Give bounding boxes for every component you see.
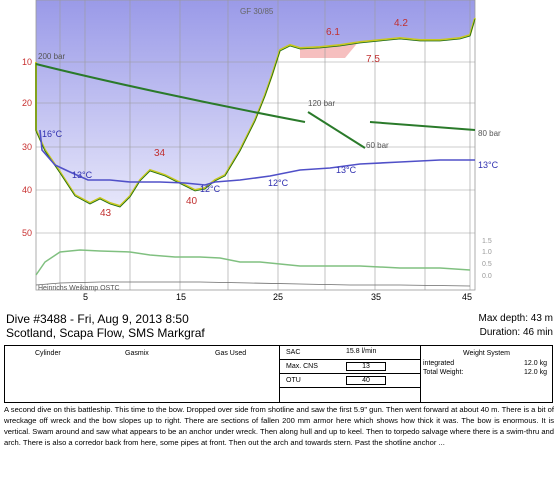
dive-info-box: Cylinder Gasmix Gas Used SAC 15.8 l/min … (4, 345, 553, 403)
time-tick: 35 (371, 292, 381, 302)
sac-label: SAC (286, 349, 301, 356)
weight-integrated-value: 12.0 kg (524, 360, 547, 367)
dive-location: Scotland, Scapa Flow, SMS Markgraf (6, 326, 205, 340)
pressure-label: 80 bar (478, 129, 501, 138)
depth-tick: 10 (22, 57, 32, 67)
weight-integrated-label: integrated (423, 360, 455, 367)
temp-label: 12°C (268, 178, 289, 188)
temp-label: 13°C (72, 170, 93, 180)
tank-pressure-lines (35, 63, 476, 149)
ppo2-tick: 1.0 (482, 249, 492, 256)
sac-value: 15.8 l/min (346, 348, 377, 355)
time-axis: 5 15 25 35 45 (83, 292, 472, 302)
depth-axis: 10 20 30 40 50 (22, 57, 32, 238)
depth-label: 34 (154, 148, 166, 159)
weight-total-row: Total Weight: 12.0 kg (423, 369, 547, 376)
depth-profile-line (35, 17, 476, 208)
depth-profile-shadow (35, 18, 476, 208)
cylinder-header: Cylinder (35, 350, 61, 357)
temp-label: 12°C (200, 184, 221, 194)
weight-integrated-row: integrated 12.0 kg (423, 360, 547, 367)
gasmix-header: Gasmix (125, 350, 149, 357)
dive-title: Dive #3488 - Fri, Aug 9, 2013 8:50 (6, 312, 189, 326)
ppo2-tick: 0.5 (482, 261, 492, 268)
temp-label: 13°C (336, 165, 357, 175)
depth-label: 40 (186, 196, 198, 207)
depth-tick: 20 (22, 98, 32, 108)
depth-label: 6.1 (326, 27, 340, 38)
time-tick: 25 (273, 292, 283, 302)
otu-value: 40 (346, 376, 386, 385)
ppo2-tick: 0.0 (482, 273, 492, 280)
device-credit: Heinrichs Weikamp OSTC (38, 285, 120, 292)
weight-system-title: Weight System (463, 350, 510, 357)
depth-label: 7.5 (366, 54, 380, 65)
gas-used-header: Gas Used (215, 350, 247, 357)
stats-box: SAC 15.8 l/min Max. CNS 13 OTU 40 (279, 346, 421, 402)
sac-row: SAC 15.8 l/min (280, 346, 420, 360)
depth-label: 43 (100, 208, 112, 219)
depth-label: 4.2 (394, 18, 408, 29)
time-tick: 15 (176, 292, 186, 302)
time-tick: 45 (462, 292, 472, 302)
dive-notes: A second dive on this battleship. This t… (4, 405, 554, 447)
temp-label: 16°C (42, 129, 63, 139)
pressure-label: 120 bar (308, 99, 335, 108)
depth-tick: 30 (22, 142, 32, 152)
weight-total-label: Total Weight: (423, 369, 464, 376)
depth-tick: 40 (22, 185, 32, 195)
cns-row: Max. CNS 13 (280, 360, 420, 374)
ppo2-baseline (35, 281, 471, 287)
grid (36, 0, 475, 290)
depth-tick: 50 (22, 228, 32, 238)
pressure-label: 60 bar (366, 141, 389, 150)
max-depth: Max depth: 43 m (478, 313, 553, 324)
dive-profile-chart: 10 20 30 40 50 5 15 25 35 45 1.5 1.0 0.5… (22, 0, 502, 302)
cns-value: 13 (346, 362, 386, 371)
depth-value-labels: 43 34 40 6.1 4.2 7.5 (100, 18, 408, 219)
pressure-labels: 200 bar 120 bar 60 bar 80 bar (38, 52, 501, 150)
weight-total-value: 12.0 kg (524, 369, 547, 376)
time-tick: 5 (83, 292, 88, 302)
ppo2-tick: 1.5 (482, 238, 492, 245)
ppo2-scale: 1.5 1.0 0.5 0.0 (482, 238, 492, 280)
temperature-labels: 16°C 13°C 12°C 12°C 13°C 13°C (42, 129, 499, 194)
pressure-label: 200 bar (38, 52, 65, 61)
cns-label: Max. CNS (286, 363, 318, 370)
duration: Duration: 46 min (479, 327, 553, 338)
chart-frame (35, 0, 476, 291)
ppo2-line (35, 249, 471, 276)
temp-label: 13°C (478, 160, 499, 170)
temperature-line (39, 129, 475, 186)
otu-label: OTU (286, 377, 301, 384)
otu-row: OTU 40 (280, 374, 420, 388)
gf-watermark: GF 30/85 (240, 7, 274, 16)
